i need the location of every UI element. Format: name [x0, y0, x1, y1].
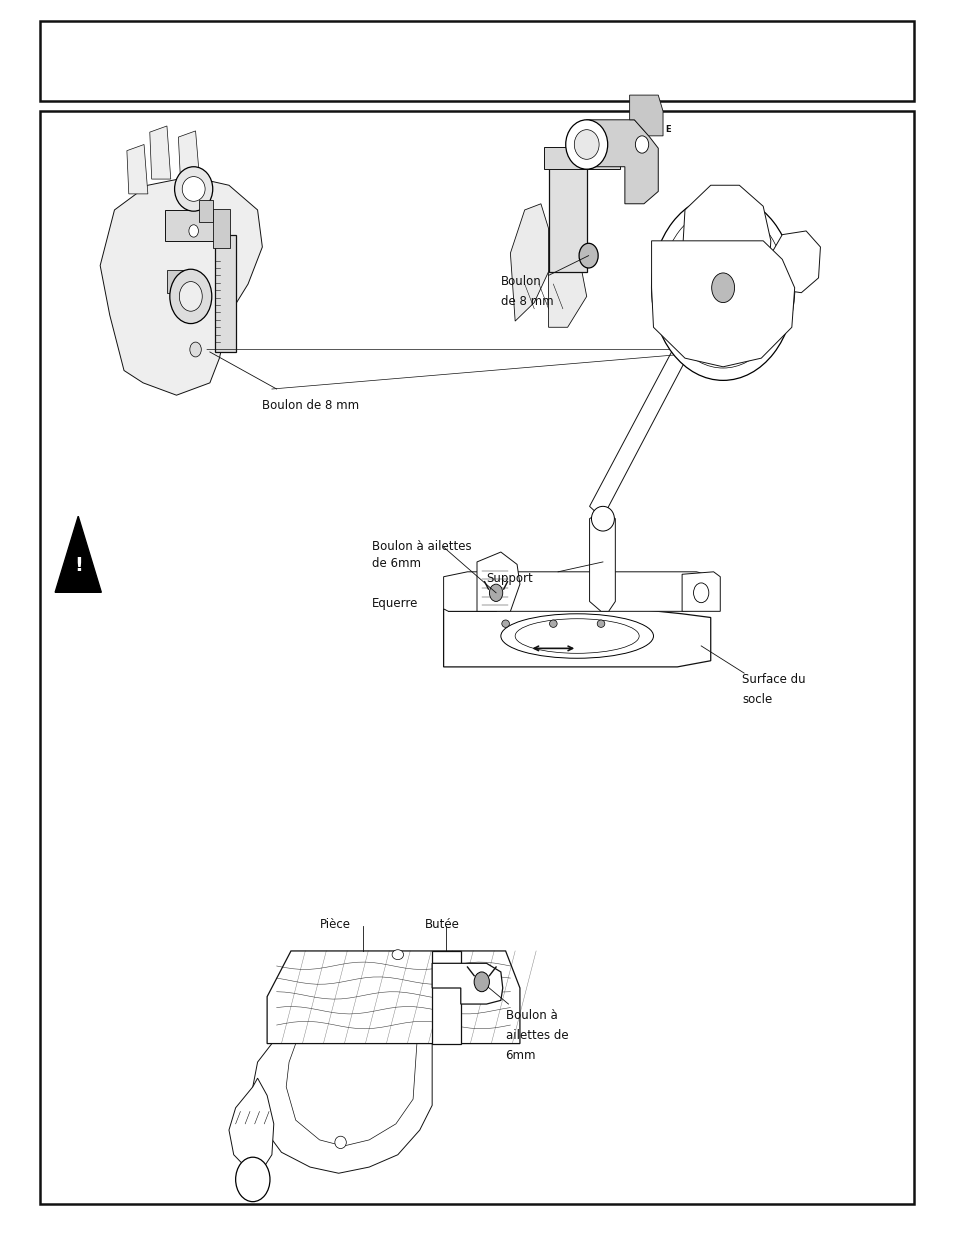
Text: Surface du: Surface du — [741, 673, 805, 687]
Ellipse shape — [591, 506, 614, 531]
Ellipse shape — [597, 620, 604, 627]
Ellipse shape — [182, 177, 205, 201]
Text: Support: Support — [486, 572, 533, 585]
Ellipse shape — [189, 225, 198, 237]
Polygon shape — [651, 241, 794, 367]
Polygon shape — [589, 309, 707, 519]
Text: de 8 mm: de 8 mm — [500, 295, 553, 309]
Polygon shape — [586, 120, 658, 204]
Ellipse shape — [660, 207, 784, 368]
Polygon shape — [178, 131, 199, 177]
Polygon shape — [229, 1078, 274, 1170]
Polygon shape — [767, 231, 820, 293]
Polygon shape — [629, 95, 662, 136]
Polygon shape — [476, 552, 519, 611]
FancyBboxPatch shape — [165, 210, 224, 241]
Polygon shape — [127, 144, 148, 194]
Ellipse shape — [190, 342, 201, 357]
Ellipse shape — [549, 620, 557, 627]
Ellipse shape — [489, 584, 502, 601]
FancyBboxPatch shape — [199, 200, 213, 222]
Text: Equerre: Equerre — [372, 597, 418, 610]
Polygon shape — [548, 272, 586, 327]
Ellipse shape — [170, 269, 212, 324]
Ellipse shape — [651, 195, 794, 380]
Ellipse shape — [335, 1136, 346, 1149]
FancyBboxPatch shape — [167, 270, 184, 293]
Ellipse shape — [635, 136, 648, 153]
Polygon shape — [681, 572, 720, 611]
FancyBboxPatch shape — [40, 21, 913, 101]
Ellipse shape — [174, 167, 213, 211]
Text: E: E — [664, 125, 670, 135]
Ellipse shape — [474, 972, 489, 992]
Polygon shape — [681, 185, 770, 315]
Ellipse shape — [179, 282, 202, 311]
Text: !: ! — [73, 556, 83, 574]
FancyBboxPatch shape — [213, 209, 230, 248]
Polygon shape — [55, 516, 101, 593]
Ellipse shape — [392, 950, 403, 960]
Polygon shape — [267, 951, 519, 1044]
Polygon shape — [443, 609, 710, 667]
Text: de 6mm: de 6mm — [372, 557, 420, 571]
FancyBboxPatch shape — [214, 235, 235, 352]
Ellipse shape — [565, 120, 607, 169]
Polygon shape — [432, 951, 460, 1044]
Ellipse shape — [578, 243, 598, 268]
Ellipse shape — [693, 583, 708, 603]
Ellipse shape — [574, 130, 598, 159]
FancyBboxPatch shape — [543, 147, 619, 169]
Ellipse shape — [515, 619, 639, 653]
Polygon shape — [100, 177, 262, 395]
Text: Boulon à: Boulon à — [505, 1009, 557, 1023]
Text: Boulon à ailettes: Boulon à ailettes — [372, 540, 471, 553]
Polygon shape — [150, 126, 171, 179]
Ellipse shape — [235, 1157, 270, 1202]
Ellipse shape — [500, 614, 653, 658]
Text: 6mm: 6mm — [505, 1049, 536, 1062]
Polygon shape — [443, 572, 715, 611]
Ellipse shape — [501, 620, 509, 627]
Text: Butée: Butée — [424, 918, 459, 931]
Text: ailettes de: ailettes de — [505, 1029, 568, 1042]
Text: socle: socle — [741, 693, 772, 706]
FancyBboxPatch shape — [548, 167, 586, 272]
Ellipse shape — [711, 273, 734, 303]
Polygon shape — [510, 204, 548, 321]
Text: Pièce: Pièce — [319, 918, 350, 931]
Text: Boulon: Boulon — [500, 275, 541, 289]
Polygon shape — [589, 510, 615, 611]
FancyBboxPatch shape — [40, 111, 913, 1204]
Text: Boulon de 8 mm: Boulon de 8 mm — [262, 399, 359, 412]
Polygon shape — [432, 963, 502, 1004]
